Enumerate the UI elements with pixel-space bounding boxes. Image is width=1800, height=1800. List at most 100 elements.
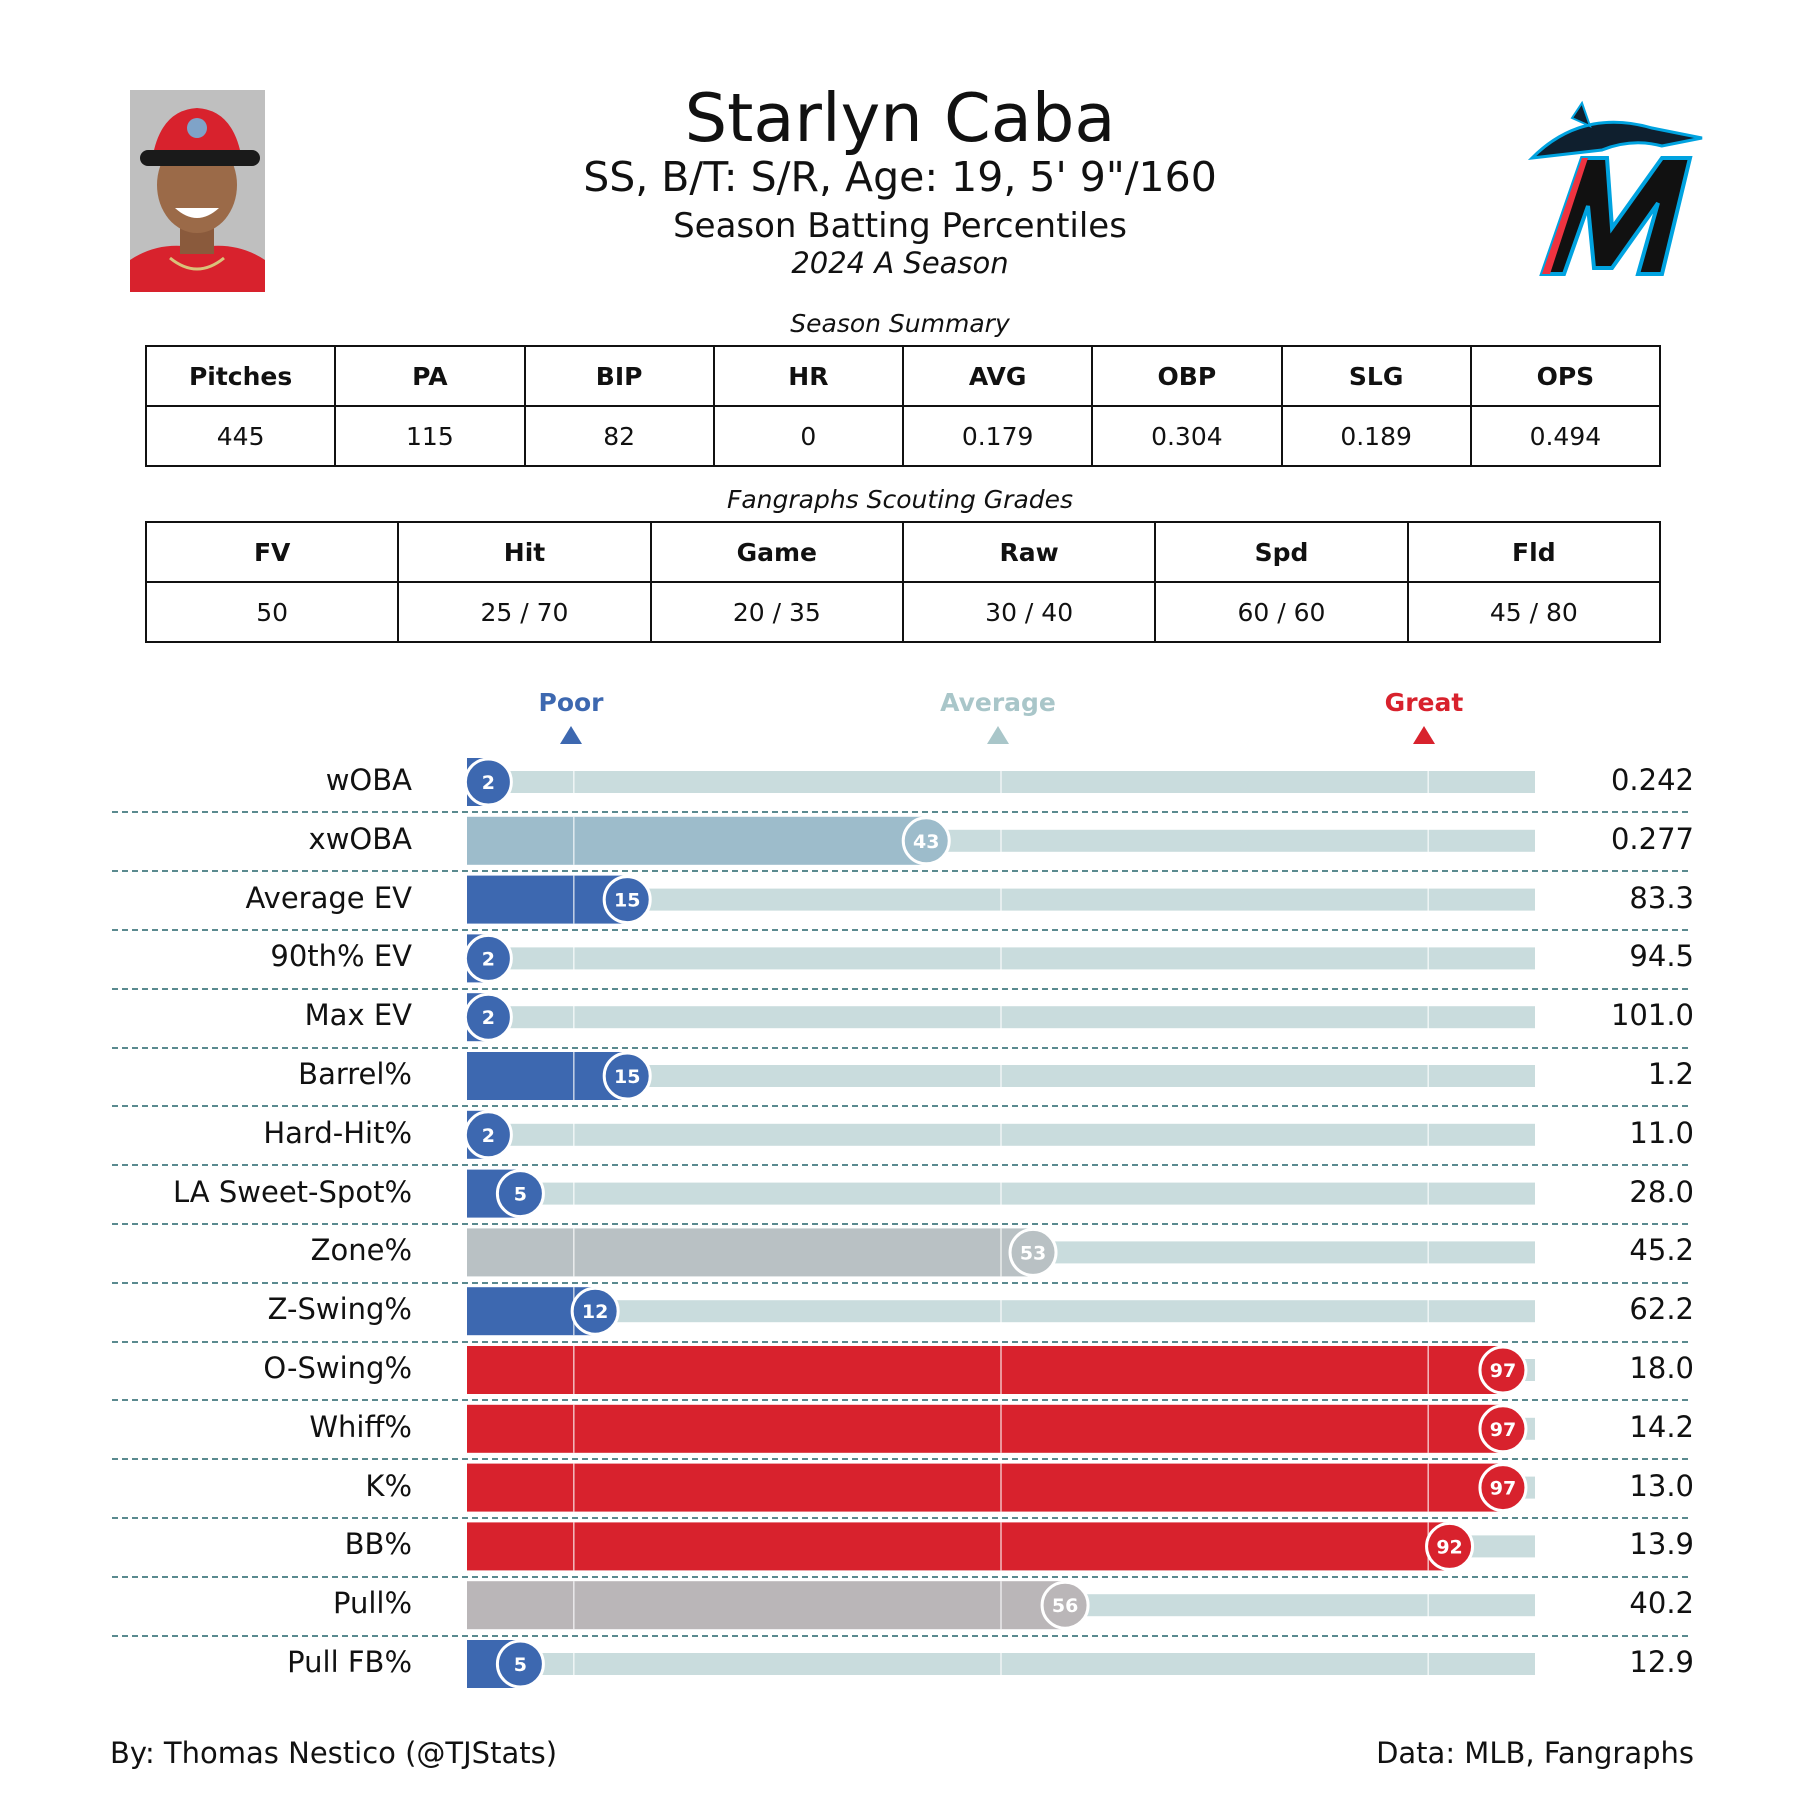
grades-header-row: FV Hit Game Raw Spd Fld (144, 521, 1662, 583)
percentile-bar (467, 875, 628, 924)
metric-value: 45.2 (1629, 1233, 1694, 1268)
player-bio: SS, B/T: S/R, Age: 19, 5' 9"/160 (583, 153, 1217, 201)
metric-label: Hard-Hit% (263, 1115, 412, 1150)
scale-label-great: Great (1384, 688, 1464, 717)
average-marker-icon (987, 726, 1009, 744)
percentile-marker (463, 992, 513, 1042)
row-separator (112, 1458, 1688, 1461)
summary-val-slg: 0.189 (1280, 405, 1472, 467)
percentile-value-label: 12 (582, 1301, 608, 1323)
percentile-value-label: 43 (913, 831, 939, 853)
metric-value: 94.5 (1629, 939, 1694, 974)
footer-credit: By: Thomas Nestico (@TJStats) (110, 1736, 558, 1770)
player-headshot (130, 90, 265, 292)
summary-col-pa: PA (334, 345, 526, 407)
row-separator (112, 1517, 1688, 1519)
summary-val-avg: 0.179 (901, 405, 1094, 467)
row-separator (112, 929, 1688, 931)
row-separator (112, 1223, 1688, 1225)
percentile-bar (467, 1052, 628, 1100)
row-separator (112, 1281, 1688, 1284)
metric-label: 90th% EV (270, 939, 412, 974)
grades-col-raw: Raw (901, 521, 1157, 583)
metric-label: Barrel% (298, 1057, 412, 1091)
summary-val-obp: 0.304 (1091, 405, 1283, 467)
percentile-marker (1008, 1227, 1058, 1277)
row-separator (112, 870, 1688, 873)
metric-label: Pull FB% (287, 1645, 412, 1679)
metric-value: 0.242 (1610, 763, 1694, 797)
row-separator (112, 987, 1688, 990)
metric-label: BB% (344, 1527, 412, 1562)
percentile-marker (463, 757, 513, 807)
summary-val-pitches: 445 (144, 405, 337, 467)
poor-marker-icon (560, 726, 582, 744)
percentile-marker (463, 933, 513, 983)
percentile-bar (467, 1463, 1503, 1512)
summary-col-pitches: Pitches (144, 345, 337, 407)
grades-val-spd: 60 / 60 (1154, 581, 1409, 643)
metric-label: O-Swing% (263, 1351, 412, 1385)
metric-value: 13.0 (1629, 1468, 1694, 1503)
percentile-value-label: 5 (514, 1184, 527, 1206)
report-title: Season Batting Percentiles (673, 206, 1127, 246)
grades-val-raw: 30 / 40 (901, 581, 1157, 643)
summary-header-row: Pitches PA BIP HR AVG OBP SLG OPS (144, 345, 1662, 407)
scale-label-poor: Poor (538, 688, 604, 717)
season-summary-table: Pitches PA BIP HR AVG OBP SLG OPS 445 11… (144, 345, 1662, 467)
grades-caption: Fangraphs Scouting Grades (726, 485, 1074, 514)
footer-source: Data: MLB, Fangraphs (1376, 1736, 1694, 1770)
percentile-value-label: 92 (1436, 1536, 1462, 1558)
summary-col-avg: AVG (901, 345, 1094, 407)
percentile-marker (602, 1051, 652, 1101)
percentile-marker (463, 1110, 513, 1160)
season-label: 2024 A Season (791, 246, 1009, 280)
grades-val-hit: 25 / 70 (397, 581, 652, 643)
percentile-value-label: 2 (482, 1125, 495, 1147)
percentile-value-label: 5 (514, 1654, 527, 1676)
percentile-value-label: 97 (1490, 1419, 1516, 1441)
percentile-marker (495, 1169, 545, 1219)
grades-col-hit: Hit (397, 521, 652, 583)
percentile-value-label: 15 (614, 890, 640, 912)
scale-label-average: Average (940, 688, 1056, 717)
percentile-bar (467, 1228, 1034, 1277)
percentile-value-label: 56 (1052, 1595, 1078, 1617)
metric-value: 83.3 (1629, 880, 1694, 915)
row-separator (112, 1634, 1688, 1637)
metric-label: wOBA (325, 763, 412, 797)
grades-val-fld: 45 / 80 (1406, 581, 1662, 643)
grades-col-game: Game (649, 521, 904, 583)
grades-val-game: 20 / 35 (649, 581, 904, 643)
metric-value: 14.2 (1629, 1409, 1694, 1444)
row-separator (112, 1105, 1688, 1108)
metric-value: 1.2 (1647, 1057, 1694, 1091)
player-name: Starlyn Caba (684, 79, 1116, 157)
metric-value: 13.9 (1629, 1527, 1694, 1562)
summary-col-hr: HR (712, 345, 905, 407)
percentile-marker (1040, 1580, 1090, 1630)
metric-label: Z-Swing% (267, 1292, 412, 1327)
great-marker-icon (1413, 726, 1435, 744)
row-separator (112, 1164, 1688, 1167)
metric-label: Max EV (304, 998, 412, 1033)
metric-value: 18.0 (1629, 1351, 1694, 1385)
percentile-value-label: 2 (482, 1007, 495, 1029)
percentile-value-label: 97 (1490, 1478, 1516, 1500)
metric-label: Whiff% (309, 1409, 412, 1444)
row-separator (112, 1399, 1688, 1402)
metric-label: Pull% (332, 1586, 412, 1621)
summary-val-ops: 0.494 (1469, 405, 1662, 467)
percentile-marker (1425, 1521, 1475, 1571)
summary-col-obp: OBP (1091, 345, 1283, 407)
metric-value: 11.0 (1629, 1115, 1694, 1150)
metric-value: 40.2 (1629, 1586, 1694, 1621)
team-logo (1512, 98, 1708, 284)
percentile-marker (901, 816, 951, 866)
row-separator (112, 1046, 1688, 1049)
percentile-marker (1478, 1463, 1528, 1513)
metric-value: 62.2 (1629, 1292, 1694, 1327)
grades-val-fv: 50 (144, 581, 400, 643)
summary-val-hr: 0 (712, 405, 905, 467)
